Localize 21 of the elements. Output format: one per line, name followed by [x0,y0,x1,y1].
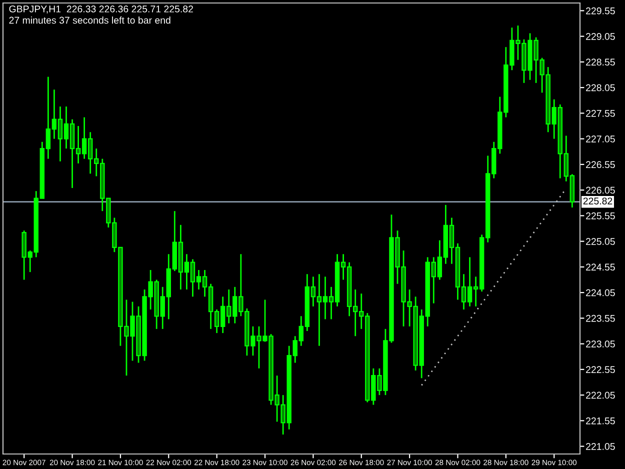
y-tick-label: 224.55 [586,264,615,271]
y-tick-label: 221.05 [586,443,615,450]
text: 27 minutes 37 seconds left to bar end [9,16,170,24]
y-tick-label: 226.05 [586,186,615,194]
y-tick-label: 228.05 [586,84,615,92]
y-tick-label: 229.55 [586,7,615,14]
ref-line-label: 225.82 [583,198,612,204]
y-tick-label: 225.05 [586,238,615,245]
y-tick-label: 222.05 [586,392,615,399]
chart-title: GBPJPY,H1 226.33 226.36 225.71 225.82 [9,6,193,14]
y-tick-label: 227.55 [586,110,615,117]
y-tick-label: 228.55 [586,58,615,66]
y-tick-label: 224.05 [586,289,615,296]
y-tick-label: 221.55 [586,417,615,424]
y-tick-label: 227.05 [586,136,615,142]
y-tick-label: 223.55 [586,314,615,322]
y-tick-label: 223.05 [586,340,615,348]
y-tick-label: 229.05 [586,33,615,40]
y-tick-label: 222.55 [586,366,615,374]
y-tick-label: 226.55 [586,161,615,168]
y-tick-label: 225.55 [586,212,615,220]
